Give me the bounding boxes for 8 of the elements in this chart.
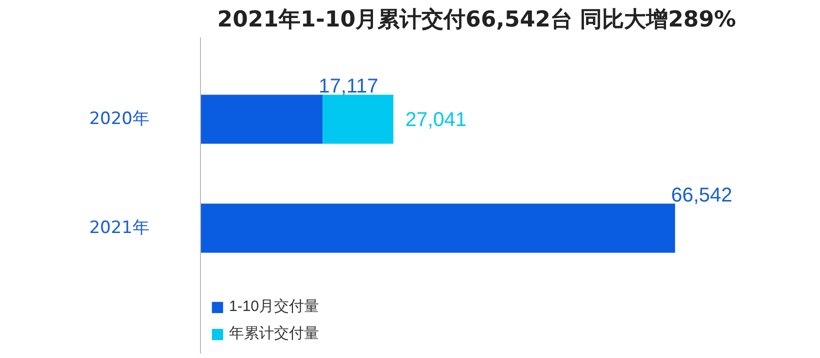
- legend-label: 年累计交付量: [229, 324, 319, 343]
- y-tick-label: 2020年: [89, 109, 150, 130]
- y-tick-label: 2021年: [89, 218, 150, 238]
- data-label: 66,542: [671, 184, 732, 207]
- data-label: 17,117: [318, 76, 378, 98]
- total-label: 27,041: [405, 109, 467, 132]
- legend-label: 1-10月交付量: [229, 297, 320, 316]
- chart-title: 2021年1-10月累计交付66,542台 同比大增289%: [217, 6, 736, 32]
